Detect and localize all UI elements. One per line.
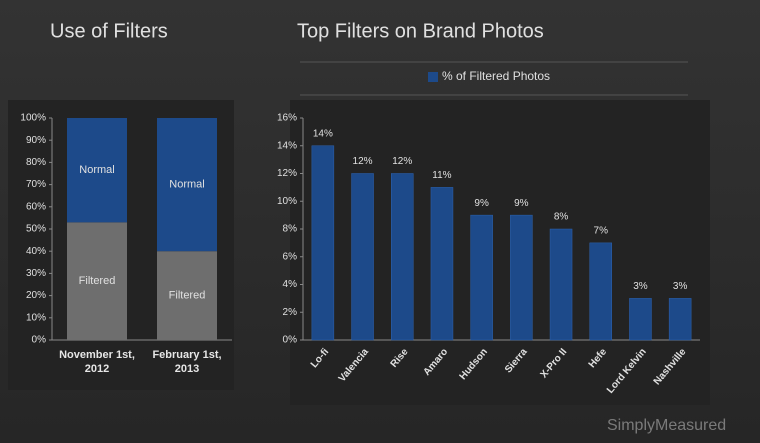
value-label: 9% [514, 198, 529, 209]
value-label: 12% [353, 156, 373, 167]
value-label: 3% [673, 281, 688, 292]
y-tick-label: 30% [26, 268, 46, 279]
segment-label: Normal [79, 164, 114, 176]
watermark: SimplyMeasured [607, 417, 726, 434]
value-label: 11% [432, 170, 451, 181]
y-tick-label: 6% [283, 251, 298, 262]
legend-label: % of Filtered Photos [442, 69, 550, 83]
legend-swatch [428, 72, 438, 82]
y-tick-label: 100% [20, 113, 46, 124]
bar-segment [67, 222, 127, 340]
x-tick-label: February 1st, 2013 [152, 349, 222, 375]
y-tick-label: 16% [277, 113, 297, 124]
y-tick-label: 50% [26, 224, 46, 235]
segment-label: Normal [169, 179, 204, 191]
y-tick-label: 60% [26, 201, 46, 212]
y-tick-label: 14% [277, 140, 297, 151]
bar-segment [157, 251, 217, 340]
bar [549, 228, 573, 341]
bar [668, 298, 692, 341]
value-label: 3% [633, 281, 648, 292]
bar [470, 214, 493, 341]
value-label: 14% [313, 128, 333, 139]
bar [391, 173, 414, 341]
value-label: 9% [474, 198, 489, 209]
bar [351, 173, 374, 341]
bar [430, 187, 454, 341]
y-tick-label: 90% [26, 135, 46, 146]
bar [629, 298, 652, 341]
bar [311, 145, 335, 341]
y-tick-label: 70% [26, 179, 46, 190]
bar [510, 214, 533, 341]
y-tick-label: 8% [283, 224, 298, 235]
x-tick-label: November 1st, 2012 [59, 349, 135, 375]
bar-segment [67, 118, 127, 223]
y-tick-label: 10% [277, 196, 297, 207]
y-tick-label: 4% [283, 279, 298, 290]
y-tick-label: 12% [277, 168, 297, 179]
y-tick-label: 40% [26, 246, 46, 257]
y-tick-label: 80% [26, 157, 46, 168]
y-tick-label: 2% [283, 307, 298, 318]
segment-label: Filtered [79, 275, 116, 287]
value-label: 7% [594, 226, 609, 237]
bar-segment [157, 118, 217, 252]
y-tick-label: 0% [283, 335, 298, 346]
bar [589, 242, 612, 341]
segment-label: Filtered [169, 290, 206, 302]
y-tick-label: 20% [26, 290, 46, 301]
y-tick-label: 0% [32, 335, 47, 346]
y-tick-label: 10% [26, 312, 46, 323]
value-label: 8% [554, 212, 569, 223]
chart-title: Top Filters on Brand Photos [297, 20, 544, 42]
chart-title: Use of Filters [50, 20, 168, 42]
value-label: 12% [392, 156, 412, 167]
